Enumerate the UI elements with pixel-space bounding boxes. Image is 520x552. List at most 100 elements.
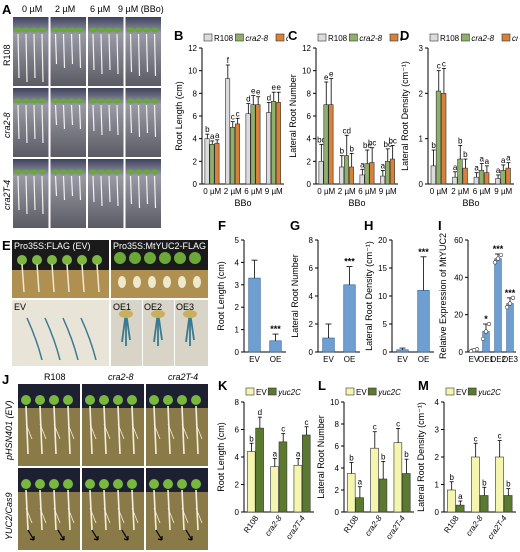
seedling-root: [108, 175, 111, 203]
data-point: [483, 329, 489, 334]
e-sub-label-oe2: OE2: [144, 302, 163, 312]
chart-g-lateral-root-number: 0 2 4 6 8 Lateral Root Number *** EV OE: [290, 236, 360, 364]
seedling-root: [41, 33, 44, 83]
bar: [250, 104, 256, 185]
oe-plant-root: [133, 276, 141, 288]
y-axis-label: Lateral Root Density (cm⁻¹): [364, 241, 374, 351]
significance-letter: f: [227, 56, 230, 65]
row-label-cra2t-4: cra2T-4: [2, 179, 12, 210]
seedling-leaf: [105, 169, 113, 175]
j-lateral-root: [195, 507, 203, 524]
plate-cell: [124, 87, 162, 158]
y-axis-label: Lateral Root Number: [290, 254, 300, 338]
j-plant-leaf: [177, 479, 187, 489]
j-plant-leaf: [149, 395, 159, 405]
seedling-root: [54, 175, 58, 197]
seedling-leaf: [30, 169, 38, 175]
y-tick-label: 3: [419, 44, 424, 53]
panel-letter-j: J: [2, 372, 10, 387]
y-tick-label: 0: [335, 508, 340, 517]
significance-letter: a: [210, 132, 215, 141]
j-plant-root: [39, 405, 43, 455]
significance-letter: c: [231, 113, 235, 122]
seedling-root: [92, 33, 95, 71]
data-point: [474, 347, 480, 352]
legend-swatch: [245, 387, 255, 396]
seedling-root: [54, 104, 58, 126]
bar: [225, 78, 231, 185]
bar: [378, 478, 388, 513]
bar: [322, 337, 335, 353]
significance-letter: b: [463, 150, 468, 159]
j-plant-root: [181, 405, 185, 455]
j-plant-leaf: [163, 395, 173, 405]
data-point: [486, 321, 492, 327]
seedling-root: [153, 104, 157, 138]
seedling-leaf: [38, 98, 46, 104]
seedling-leaf: [150, 98, 159, 104]
data-point: [510, 295, 516, 300]
bar: [402, 473, 411, 513]
bar: [339, 166, 345, 185]
bar: [214, 142, 220, 185]
y-tick-label: 6: [193, 112, 198, 121]
j-plant-leaf: [35, 479, 45, 489]
y-axis-label: Lateral Root Number: [288, 74, 298, 158]
significance-letter: b: [404, 450, 409, 459]
seedling-leaf: [14, 27, 22, 33]
j-lateral-root: [53, 423, 61, 440]
seedling-root: [137, 175, 141, 209]
y-tick-label: 1: [419, 135, 424, 144]
significance-letter: c: [437, 62, 441, 71]
y-tick-label: 3: [235, 281, 240, 290]
j-lateral-root: [167, 423, 175, 440]
seedling-root: [17, 104, 20, 140]
bar: [417, 290, 430, 353]
bar: [246, 451, 256, 513]
seedling-root: [100, 175, 103, 207]
j-lateral-root: [117, 423, 125, 440]
seedling-root: [25, 175, 28, 215]
seedling-root: [116, 33, 119, 75]
bar: [343, 284, 356, 353]
seedling-leaf: [126, 98, 135, 104]
x-tick-label: 6 µM: [358, 187, 376, 196]
panel-letter-g: G: [290, 218, 301, 233]
plate-cell: [49, 87, 87, 158]
bar: [204, 138, 210, 185]
legend-swatch: [317, 33, 327, 42]
j-plant-leaf: [85, 395, 95, 405]
j-plant-leaf: [113, 479, 123, 489]
seedling-root: [145, 104, 149, 134]
conc-header-3: 9 µM (BBo): [118, 4, 164, 14]
bar: [452, 176, 458, 185]
y-tick-label: 0: [419, 180, 424, 189]
j-lateral-root: [89, 507, 97, 524]
seedling-leaf: [150, 169, 159, 175]
j-plant-root: [89, 405, 93, 455]
legend-label: R108: [440, 34, 460, 43]
bar: [506, 303, 514, 353]
bar: [447, 489, 456, 513]
y-tick-label: 2: [235, 481, 240, 490]
y-tick-label: 0: [383, 348, 388, 357]
seedling-leaf: [89, 27, 97, 33]
j-lateral-root: [67, 507, 75, 524]
ev-plant-root: [96, 263, 100, 293]
bar: [380, 175, 386, 185]
oe-plant-leaf: [144, 252, 156, 264]
oe-plant-root: [118, 276, 126, 288]
seedling-root: [33, 104, 36, 140]
y-tick-label: 4: [307, 135, 312, 144]
seedling-root: [25, 104, 28, 144]
bar: [355, 497, 364, 513]
j-plant-leaf: [191, 479, 201, 489]
plate-cell: [124, 158, 162, 228]
y-tick-label: 6: [307, 112, 312, 121]
data-point: [498, 252, 504, 258]
y-tick-label: 8: [309, 236, 314, 245]
significance-letter: bc: [317, 135, 325, 144]
bar: [248, 277, 261, 353]
